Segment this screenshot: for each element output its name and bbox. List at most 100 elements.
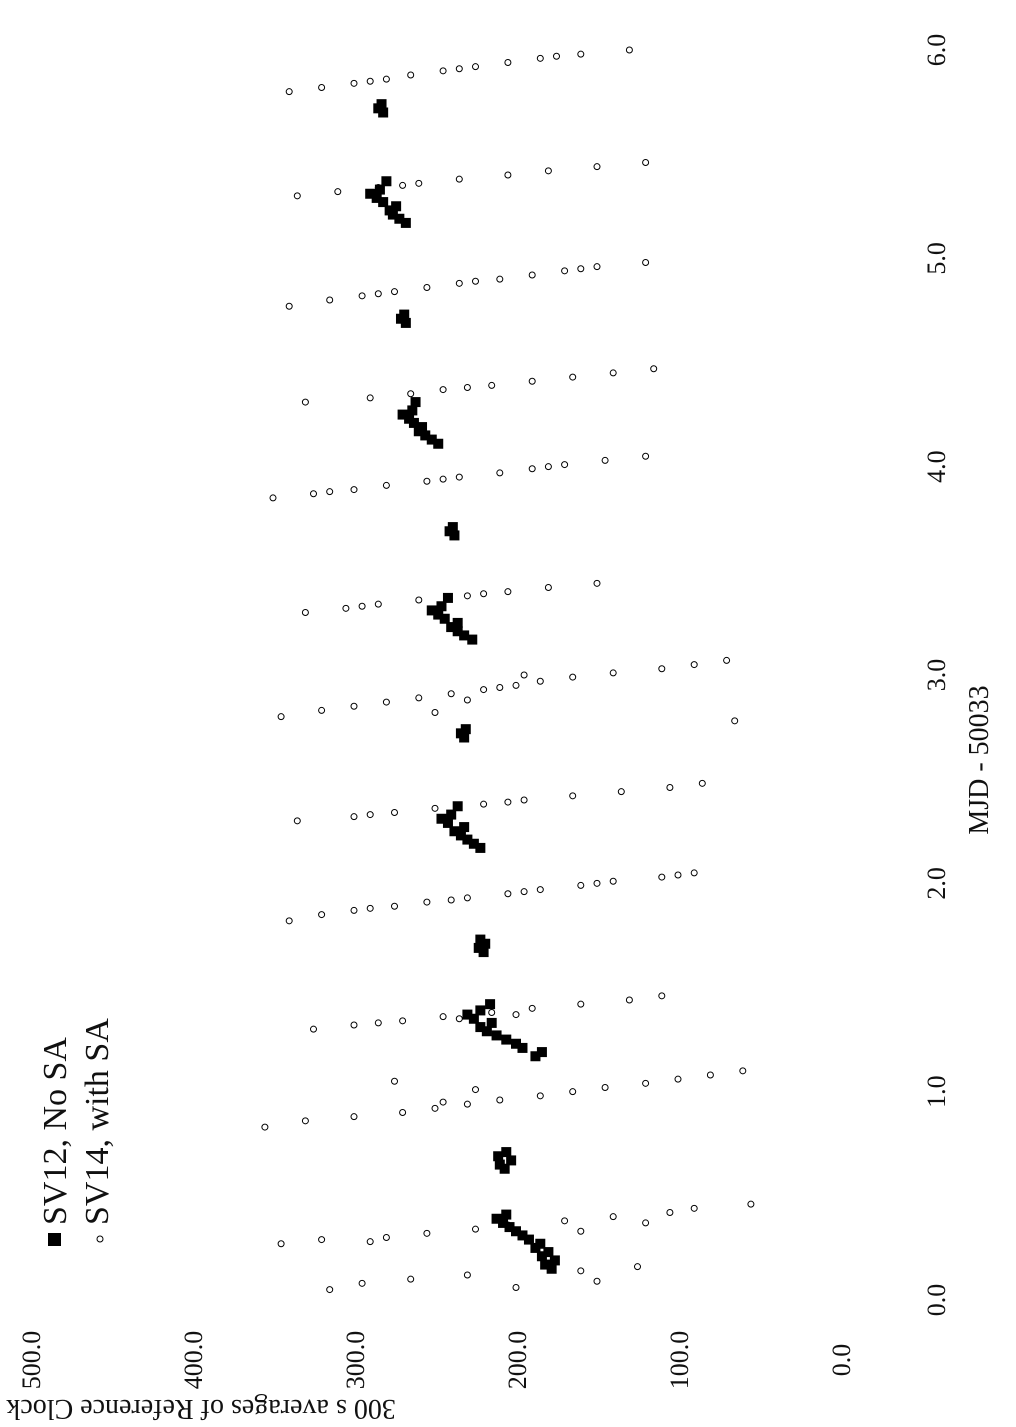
point-sv14-with-sa bbox=[407, 390, 415, 398]
point-sv14-with-sa bbox=[439, 1013, 447, 1021]
point-sv12-no-sa bbox=[462, 834, 473, 845]
point-sv14-with-sa bbox=[350, 813, 358, 821]
point-sv14-with-sa bbox=[463, 384, 471, 391]
y-tick-label: 100.0 bbox=[665, 1331, 694, 1390]
point-sv14-with-sa bbox=[366, 394, 374, 402]
point-sv14-with-sa bbox=[609, 877, 617, 885]
point-sv12-no-sa bbox=[376, 99, 387, 110]
legend-marker-filled-square bbox=[48, 1233, 61, 1246]
point-sv14-with-sa bbox=[407, 1275, 415, 1283]
point-sv14-with-sa bbox=[318, 706, 326, 714]
axis-ticks: 0.0 1.0 2.0 3.0 4.0 5.0 6.0 0.0 100.0 200.0 300.0 4… bbox=[17, 34, 951, 1390]
point-sv14-with-sa bbox=[447, 690, 455, 698]
point-sv14-with-sa bbox=[277, 1240, 285, 1248]
x-tick-label: 2.0 bbox=[922, 867, 951, 900]
point-sv14-with-sa bbox=[625, 46, 633, 54]
point-sv14-with-sa bbox=[455, 1015, 463, 1023]
point-sv14-with-sa bbox=[455, 175, 463, 183]
point-sv14-with-sa bbox=[496, 275, 504, 283]
point-sv14-with-sa bbox=[439, 67, 447, 75]
point-sv12-no-sa bbox=[404, 413, 415, 424]
point-sv14-with-sa bbox=[561, 1217, 569, 1225]
x-axis-label: MJD - 50033 bbox=[964, 685, 995, 834]
point-sv12-no-sa bbox=[433, 609, 444, 620]
point-sv14-with-sa bbox=[536, 886, 544, 894]
point-sv14-with-sa bbox=[382, 481, 390, 489]
point-sv12-no-sa bbox=[530, 1051, 541, 1062]
point-sv12-no-sa bbox=[546, 1263, 557, 1274]
point-sv14-with-sa bbox=[439, 386, 447, 394]
point-sv14-with-sa bbox=[496, 1096, 504, 1104]
point-sv14-with-sa bbox=[463, 1100, 471, 1108]
point-sv14-with-sa bbox=[326, 1286, 334, 1294]
point-sv14-with-sa bbox=[561, 267, 569, 275]
point-sv14-with-sa bbox=[642, 452, 650, 460]
point-sv14-with-sa bbox=[512, 1284, 520, 1291]
point-sv14-with-sa bbox=[569, 373, 577, 381]
point-sv14-with-sa bbox=[318, 84, 326, 91]
point-sv14-with-sa bbox=[293, 817, 301, 825]
point-sv14-with-sa bbox=[747, 1200, 755, 1208]
point-sv14-with-sa bbox=[577, 881, 585, 889]
point-sv12-no-sa bbox=[436, 813, 447, 824]
point-sv14-with-sa bbox=[642, 1219, 650, 1227]
point-sv14-with-sa bbox=[674, 1075, 682, 1083]
point-sv12-no-sa bbox=[468, 1013, 479, 1024]
point-sv14-with-sa bbox=[609, 669, 617, 677]
point-sv12-no-sa bbox=[536, 1251, 547, 1262]
point-sv14-with-sa bbox=[431, 709, 439, 716]
point-sv14-with-sa bbox=[674, 871, 682, 879]
point-sv14-with-sa bbox=[634, 1263, 641, 1271]
point-sv14-with-sa bbox=[447, 896, 455, 904]
point-sv14-with-sa bbox=[350, 486, 358, 494]
point-sv14-with-sa bbox=[642, 159, 650, 166]
point-sv14-with-sa bbox=[285, 302, 293, 310]
point-sv14-with-sa bbox=[488, 1009, 496, 1016]
plot-marks bbox=[261, 46, 755, 1294]
point-sv14-with-sa bbox=[690, 661, 698, 669]
point-sv12-no-sa bbox=[501, 1147, 512, 1158]
point-sv14-with-sa bbox=[366, 77, 374, 85]
point-sv14-with-sa bbox=[463, 1271, 471, 1279]
point-sv14-with-sa bbox=[423, 477, 431, 485]
point-sv14-with-sa bbox=[496, 684, 504, 691]
point-sv14-with-sa bbox=[334, 188, 342, 196]
point-sv12-no-sa bbox=[442, 592, 453, 603]
x-tick-label: 0.0 bbox=[922, 1284, 951, 1317]
point-sv14-with-sa bbox=[739, 1067, 747, 1075]
point-sv14-with-sa bbox=[415, 596, 423, 604]
point-sv14-with-sa bbox=[666, 784, 674, 791]
point-sv14-with-sa bbox=[666, 1209, 674, 1216]
point-sv14-with-sa bbox=[350, 702, 358, 710]
point-sv12-no-sa bbox=[426, 434, 437, 445]
point-sv14-with-sa bbox=[528, 465, 536, 473]
point-sv14-with-sa bbox=[601, 1084, 609, 1091]
point-sv14-with-sa bbox=[391, 809, 398, 816]
point-sv14-with-sa bbox=[504, 171, 512, 179]
point-sv14-with-sa bbox=[593, 879, 601, 887]
point-sv14-with-sa bbox=[293, 192, 301, 200]
point-sv12-no-sa bbox=[449, 826, 460, 837]
point-sv14-with-sa bbox=[374, 290, 382, 298]
point-sv12-no-sa bbox=[511, 1226, 521, 1237]
point-sv12-no-sa bbox=[540, 1259, 551, 1270]
point-sv12-no-sa bbox=[374, 184, 385, 195]
point-sv14-with-sa bbox=[528, 271, 536, 279]
point-sv14-with-sa bbox=[512, 1011, 520, 1019]
point-sv12-no-sa bbox=[407, 405, 418, 416]
point-sv14-with-sa bbox=[285, 917, 293, 925]
point-sv14-with-sa bbox=[350, 79, 358, 87]
point-sv14-with-sa bbox=[391, 1077, 398, 1085]
point-sv12-no-sa bbox=[455, 830, 466, 841]
point-sv14-with-sa bbox=[261, 1123, 269, 1131]
point-sv14-with-sa bbox=[577, 50, 585, 58]
point-sv12-no-sa bbox=[433, 438, 444, 449]
point-sv14-with-sa bbox=[593, 163, 601, 171]
point-sv14-with-sa bbox=[472, 63, 479, 71]
point-sv12-no-sa bbox=[394, 213, 405, 224]
point-sv14-with-sa bbox=[569, 792, 577, 800]
point-sv14-with-sa bbox=[520, 796, 528, 804]
point-sv14-with-sa bbox=[463, 696, 471, 704]
point-sv14-with-sa bbox=[609, 369, 617, 377]
point-sv14-with-sa bbox=[609, 1213, 617, 1221]
